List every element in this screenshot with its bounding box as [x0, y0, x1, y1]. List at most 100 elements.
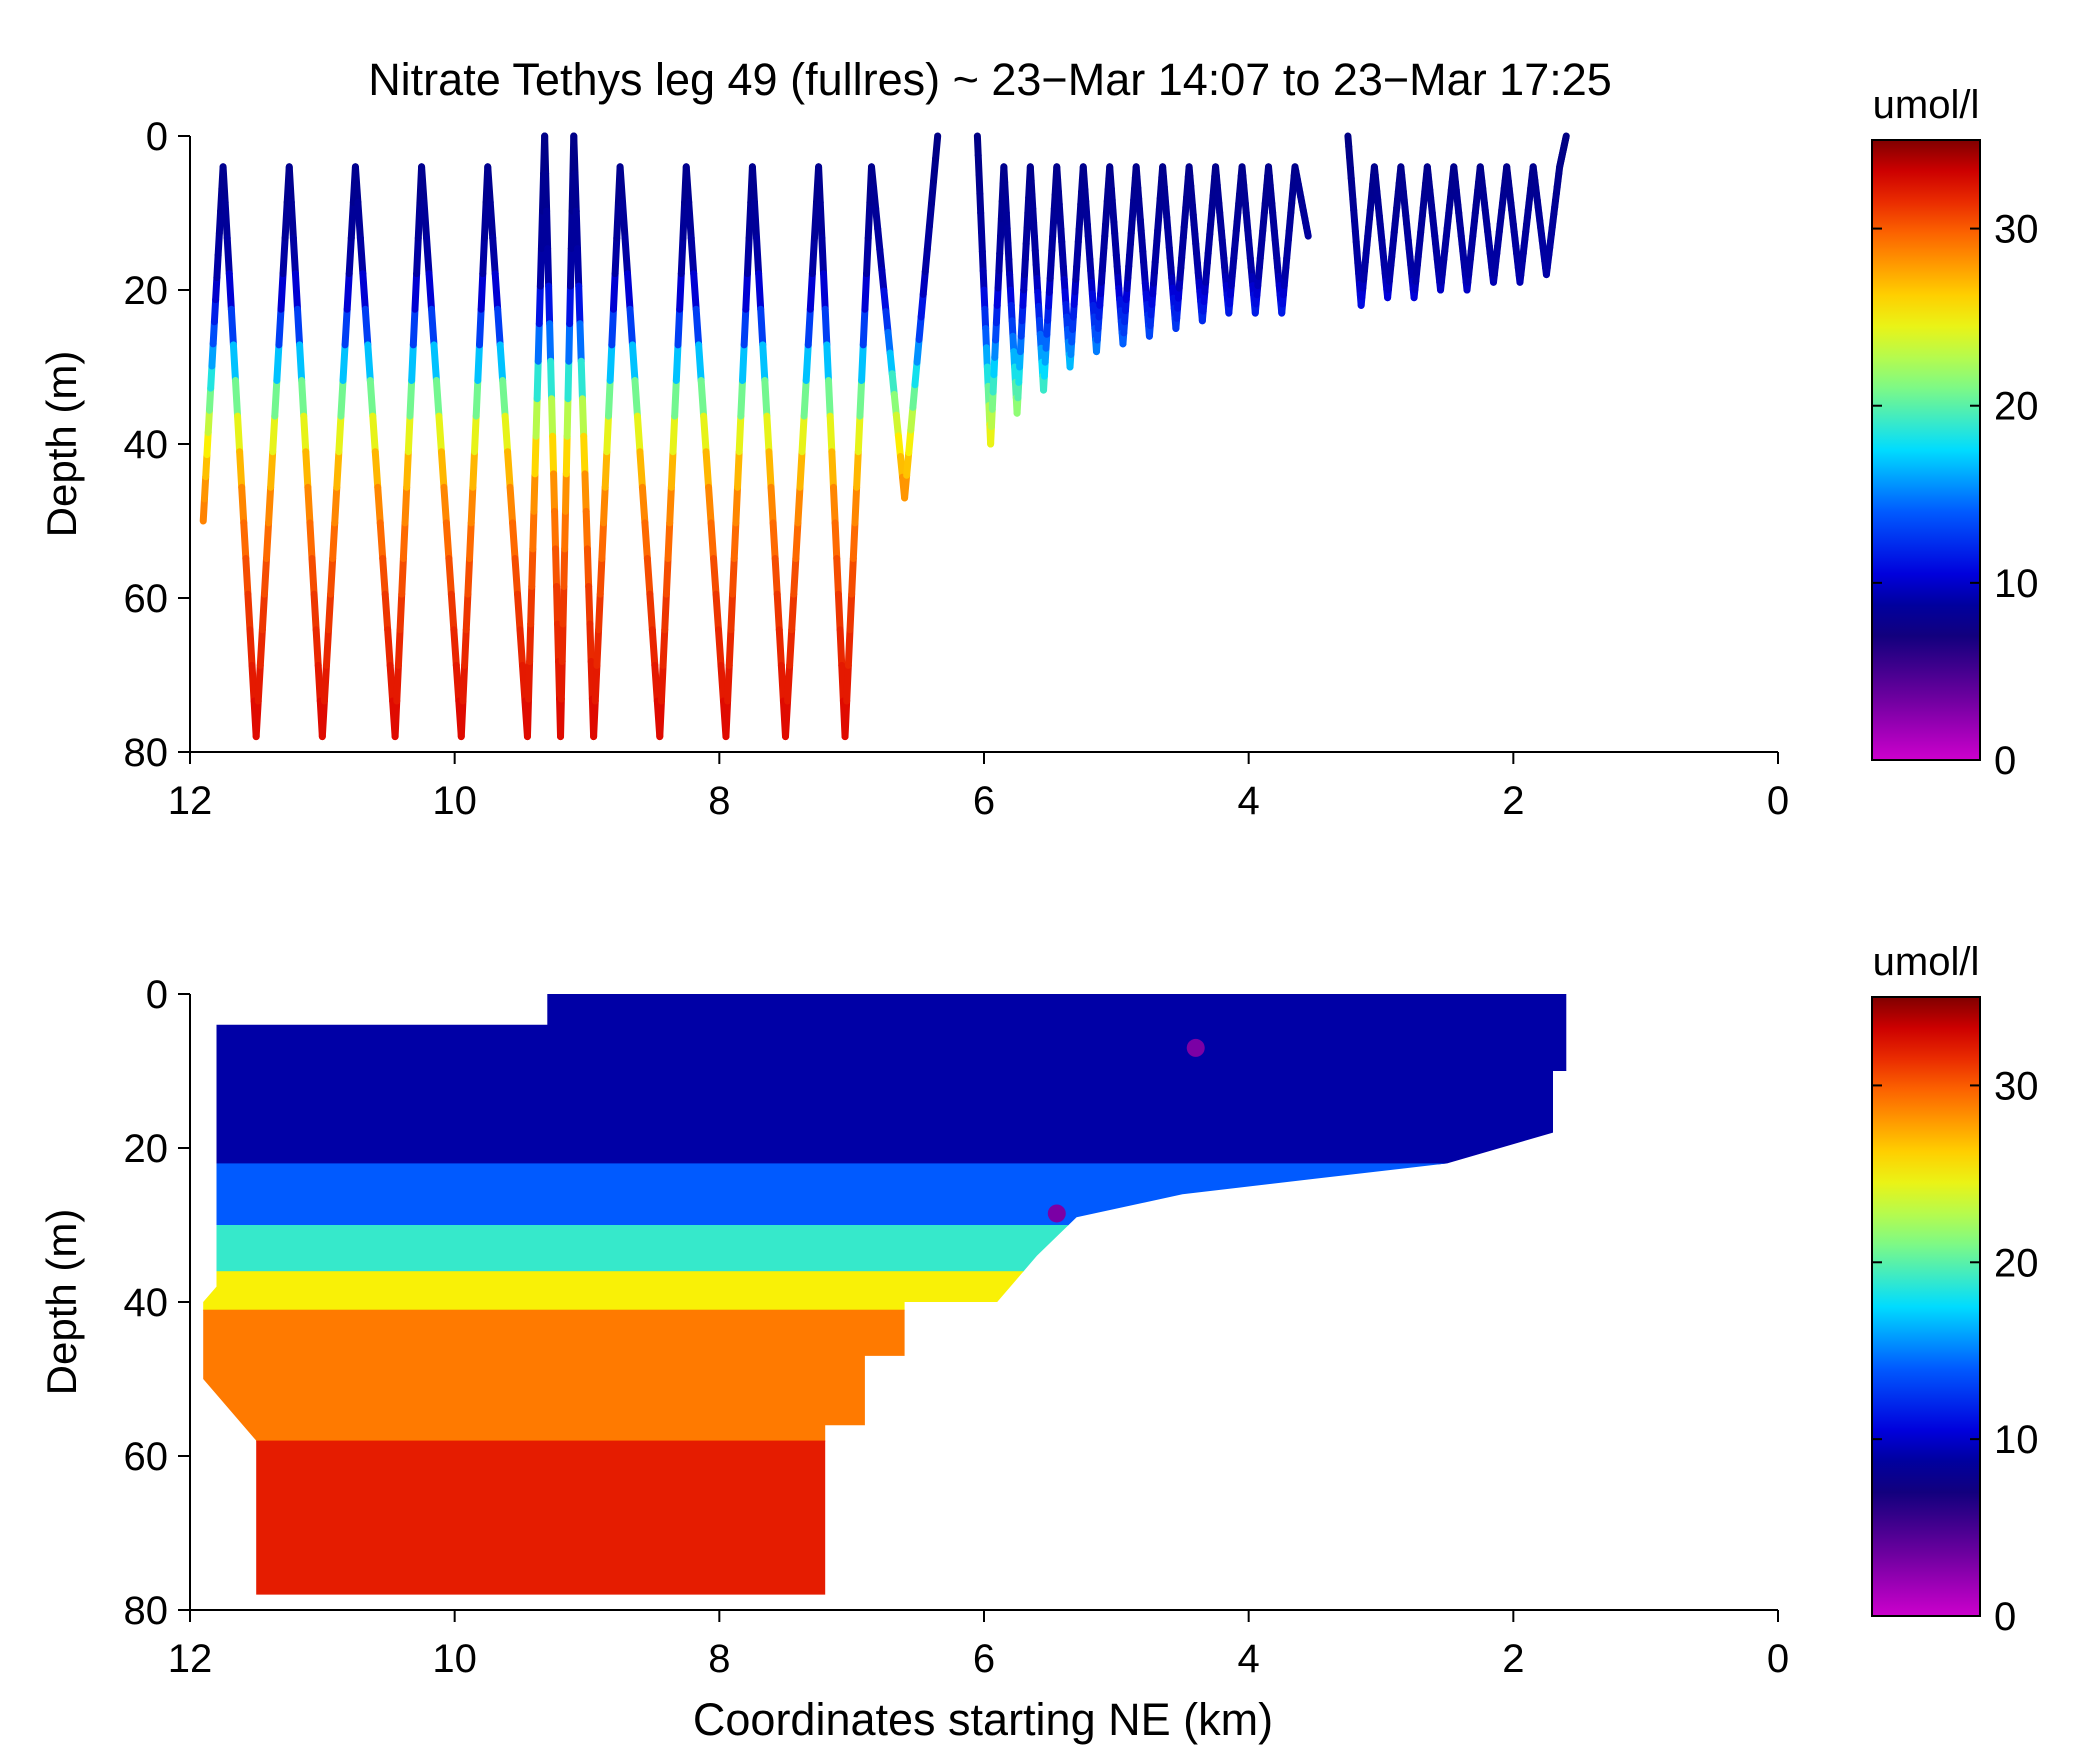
profile-segment: [202, 451, 211, 481]
profile-segment: [651, 661, 661, 705]
bottom-x-tick-label: 10: [432, 1637, 477, 1681]
profile-segment: [590, 697, 599, 741]
profile-segment: [472, 376, 482, 420]
profile-segment: [662, 555, 672, 598]
profile-segment: [300, 412, 310, 456]
profile-segment: [638, 483, 649, 527]
section-layer: [203, 1440, 1567, 1595]
top-y-tick-label: 0: [146, 115, 168, 159]
profile-segment: [393, 661, 402, 705]
profile-segment: [682, 163, 693, 206]
profile-segment: [354, 198, 364, 242]
profile-segment: [621, 234, 632, 278]
profile-segment: [853, 448, 862, 491]
profile-segment: [636, 448, 646, 491]
profile-segment: [208, 340, 217, 370]
top-x-tick-label: 0: [1767, 779, 1789, 823]
profile-segment: [690, 270, 700, 313]
profile-segment: [529, 507, 538, 553]
profile-segment: [851, 483, 861, 527]
profile-segment: [376, 519, 387, 563]
profile-segment: [489, 234, 499, 278]
profile-segment: [322, 626, 333, 669]
profile-segment: [679, 198, 689, 242]
profile-segment: [213, 251, 222, 281]
profile-segment: [863, 234, 872, 278]
profile-segment: [549, 432, 558, 478]
profile-segment: [523, 695, 533, 741]
profile-segment: [664, 519, 674, 563]
profile-segment: [361, 305, 372, 349]
profile-segment: [544, 245, 553, 290]
profile-segment: [285, 163, 295, 206]
profile-segment: [227, 305, 237, 349]
profile-segment: [833, 555, 842, 598]
top-profile-traces: [199, 132, 1570, 741]
profile-segment: [553, 582, 562, 628]
profile-segment: [738, 341, 748, 384]
profile-segment: [462, 590, 472, 634]
profile-segment: [542, 170, 551, 215]
profile-segment: [907, 403, 917, 434]
profile-segment: [308, 555, 318, 598]
profile-segment: [418, 163, 428, 206]
profile-segment: [769, 519, 779, 563]
bottom-x-tick-label: 4: [1238, 1637, 1260, 1681]
profile-segment: [697, 376, 708, 420]
profile-segment: [567, 207, 576, 253]
profile-segment: [740, 305, 750, 349]
profile-segment: [600, 483, 609, 527]
profile-segment: [396, 590, 406, 634]
profile-segment: [406, 376, 416, 420]
profile-segment: [351, 163, 362, 206]
profile-segment: [557, 658, 566, 703]
profile-segment: [725, 626, 735, 669]
bottom-y-tick-label: 20: [124, 1127, 169, 1171]
profile-segment: [861, 270, 871, 313]
profile-segment: [535, 282, 544, 328]
profile-segment: [656, 697, 665, 741]
bottom-colorbar-tick-label: 20: [1994, 1241, 2039, 1285]
profile-segment: [294, 305, 304, 349]
profile-segment: [287, 198, 297, 242]
profile-segment: [792, 519, 802, 563]
profile-segment: [298, 376, 308, 420]
profile-segment: [836, 626, 846, 669]
bottom-x-tick-label: 2: [1502, 1637, 1524, 1681]
profile-segment: [759, 341, 769, 384]
profile-segment: [379, 555, 389, 598]
profile-segment: [314, 661, 324, 705]
profile-segment: [788, 590, 798, 634]
profile-segment: [753, 234, 763, 278]
profile-segment: [909, 381, 919, 411]
profile-segment: [606, 341, 616, 384]
profile-segment: [724, 661, 733, 705]
profile-segment: [750, 198, 761, 242]
profile-segment: [669, 412, 679, 456]
profile-segment: [661, 590, 670, 634]
profile-segment: [563, 395, 572, 440]
profile-segment: [773, 590, 783, 634]
profile-segment: [927, 177, 938, 208]
profile-segment: [401, 483, 411, 527]
profile-segment: [613, 198, 622, 242]
profile-segment: [425, 270, 436, 313]
top-colorbar-tick-label: 30: [1994, 208, 2039, 252]
profile-segment: [633, 412, 644, 456]
profile-segment: [585, 582, 594, 628]
profile-segment: [700, 412, 710, 456]
profile-segment: [337, 376, 347, 420]
top-x-tick-label: 12: [168, 779, 213, 823]
profile-segment: [646, 590, 656, 634]
profile-segment: [339, 341, 349, 384]
x-axis-label: Coordinates starting NE (km): [693, 1694, 1273, 1745]
profile-segment: [575, 282, 584, 328]
profile-segment: [335, 412, 345, 456]
profile-segment: [546, 320, 555, 365]
profile-segment: [818, 234, 828, 278]
profile-segment: [205, 384, 215, 414]
top-x-tick-label: 6: [973, 779, 995, 823]
profile-segment: [777, 661, 787, 705]
profile-segment: [231, 376, 242, 420]
profile-segment: [408, 341, 417, 384]
